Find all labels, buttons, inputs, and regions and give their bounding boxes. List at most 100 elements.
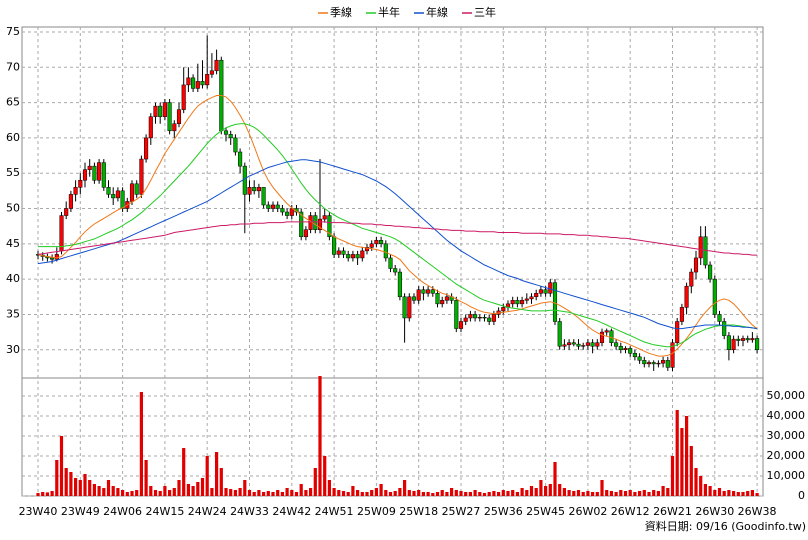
volume-bar xyxy=(346,492,350,496)
volume-bar xyxy=(388,492,393,496)
candle-body xyxy=(289,208,294,216)
x-tick-label: 25W18 xyxy=(399,505,438,518)
candle-body xyxy=(473,314,478,319)
volume-bar xyxy=(464,492,468,496)
x-tick-label: 25W09 xyxy=(357,505,396,518)
volume-bar xyxy=(741,492,745,496)
volume-bar xyxy=(252,492,256,496)
x-tick-label: 23W40 xyxy=(19,505,58,518)
volume-bar xyxy=(116,488,120,496)
y2-tick-label: 20,000 xyxy=(767,449,806,462)
y-tick-label: 45 xyxy=(6,237,20,250)
volume-bar xyxy=(262,492,266,496)
y2-tick-label: 40,000 xyxy=(767,409,806,422)
candle-body xyxy=(571,342,576,345)
candle-body xyxy=(313,215,318,230)
candle-body xyxy=(585,342,590,346)
x-tick-label: 24W33 xyxy=(230,505,269,518)
candle-body xyxy=(228,134,233,139)
candle-body xyxy=(285,211,290,216)
candle-body xyxy=(562,344,567,347)
candle-body xyxy=(661,360,666,364)
candle-body xyxy=(609,330,614,343)
candle-body xyxy=(552,282,558,322)
candle-body xyxy=(115,190,120,199)
volume-bar xyxy=(732,491,736,496)
candle-body xyxy=(181,84,186,110)
x-tick-label: 24W24 xyxy=(188,505,227,518)
volume-bar xyxy=(158,491,162,496)
candle-body xyxy=(520,300,525,305)
y2-tick-label: 0 xyxy=(798,489,805,502)
volume-bar xyxy=(313,468,317,496)
volume-bar xyxy=(191,486,195,496)
volume-bar xyxy=(257,490,261,496)
candle-body xyxy=(162,102,167,117)
candle-body xyxy=(745,338,750,341)
candle-body xyxy=(266,204,271,209)
volume-bar xyxy=(83,474,87,496)
candle-body xyxy=(92,165,97,181)
candle-body xyxy=(106,187,111,195)
volume-bar xyxy=(534,488,538,496)
candle-body xyxy=(501,307,506,312)
candle-body xyxy=(656,362,661,365)
volume-bar xyxy=(548,484,552,496)
volume-bar xyxy=(525,490,529,496)
volume-bar xyxy=(299,484,303,496)
volume-bar xyxy=(586,491,590,496)
candle-body xyxy=(604,330,609,333)
ma-line xyxy=(37,95,758,357)
volume-bar xyxy=(243,480,247,496)
volume-bar xyxy=(111,486,115,496)
x-tick-label: 25W27 xyxy=(442,505,481,518)
y-tick-label: 55 xyxy=(6,166,20,179)
candle-body xyxy=(567,342,572,346)
y-tick-label: 75 xyxy=(6,25,20,38)
volume-bar xyxy=(755,493,759,496)
candle-body xyxy=(430,289,435,294)
candle-body xyxy=(186,77,191,86)
candle-body xyxy=(393,268,398,273)
candle-body xyxy=(233,137,238,153)
y-tick-label: 60 xyxy=(6,131,20,144)
candle-body xyxy=(416,289,421,301)
candle-body xyxy=(364,247,370,252)
volume-bar xyxy=(153,490,158,496)
candle-body xyxy=(665,360,670,368)
candle-body xyxy=(247,187,252,195)
candle-body xyxy=(599,331,605,343)
volume-bar xyxy=(276,490,280,496)
volume-bar xyxy=(182,448,186,496)
volume-bar xyxy=(652,490,656,496)
candle-body xyxy=(689,271,694,287)
candle-body xyxy=(731,338,736,351)
volume-bar xyxy=(647,492,651,496)
volume-bar xyxy=(459,491,463,496)
candle-body xyxy=(73,187,78,195)
candle-body xyxy=(482,317,487,319)
x-tick-label: 25W45 xyxy=(526,505,565,518)
candle-body xyxy=(458,321,464,329)
volume-bar xyxy=(445,492,449,496)
candle-body xyxy=(111,194,116,199)
x-tick-label: 24W15 xyxy=(145,505,184,518)
candle-body xyxy=(646,362,652,365)
candle-body xyxy=(252,187,257,192)
volume-bar xyxy=(412,491,416,496)
volume-bar xyxy=(454,490,458,496)
volume-bar xyxy=(379,484,383,496)
candle-body xyxy=(120,190,125,209)
x-tick-label: 23W49 xyxy=(61,505,100,518)
candle-body xyxy=(435,293,440,305)
volume-bar xyxy=(351,486,355,496)
legend-label: 三年 xyxy=(474,5,496,19)
volume-bar xyxy=(224,488,228,496)
candle-body xyxy=(68,194,73,209)
volume-bar xyxy=(482,493,487,496)
volume-bar xyxy=(675,410,679,496)
ma-line xyxy=(38,123,758,348)
volume-bar xyxy=(492,491,496,496)
candle-body xyxy=(529,296,534,300)
volume-bar xyxy=(407,490,411,496)
